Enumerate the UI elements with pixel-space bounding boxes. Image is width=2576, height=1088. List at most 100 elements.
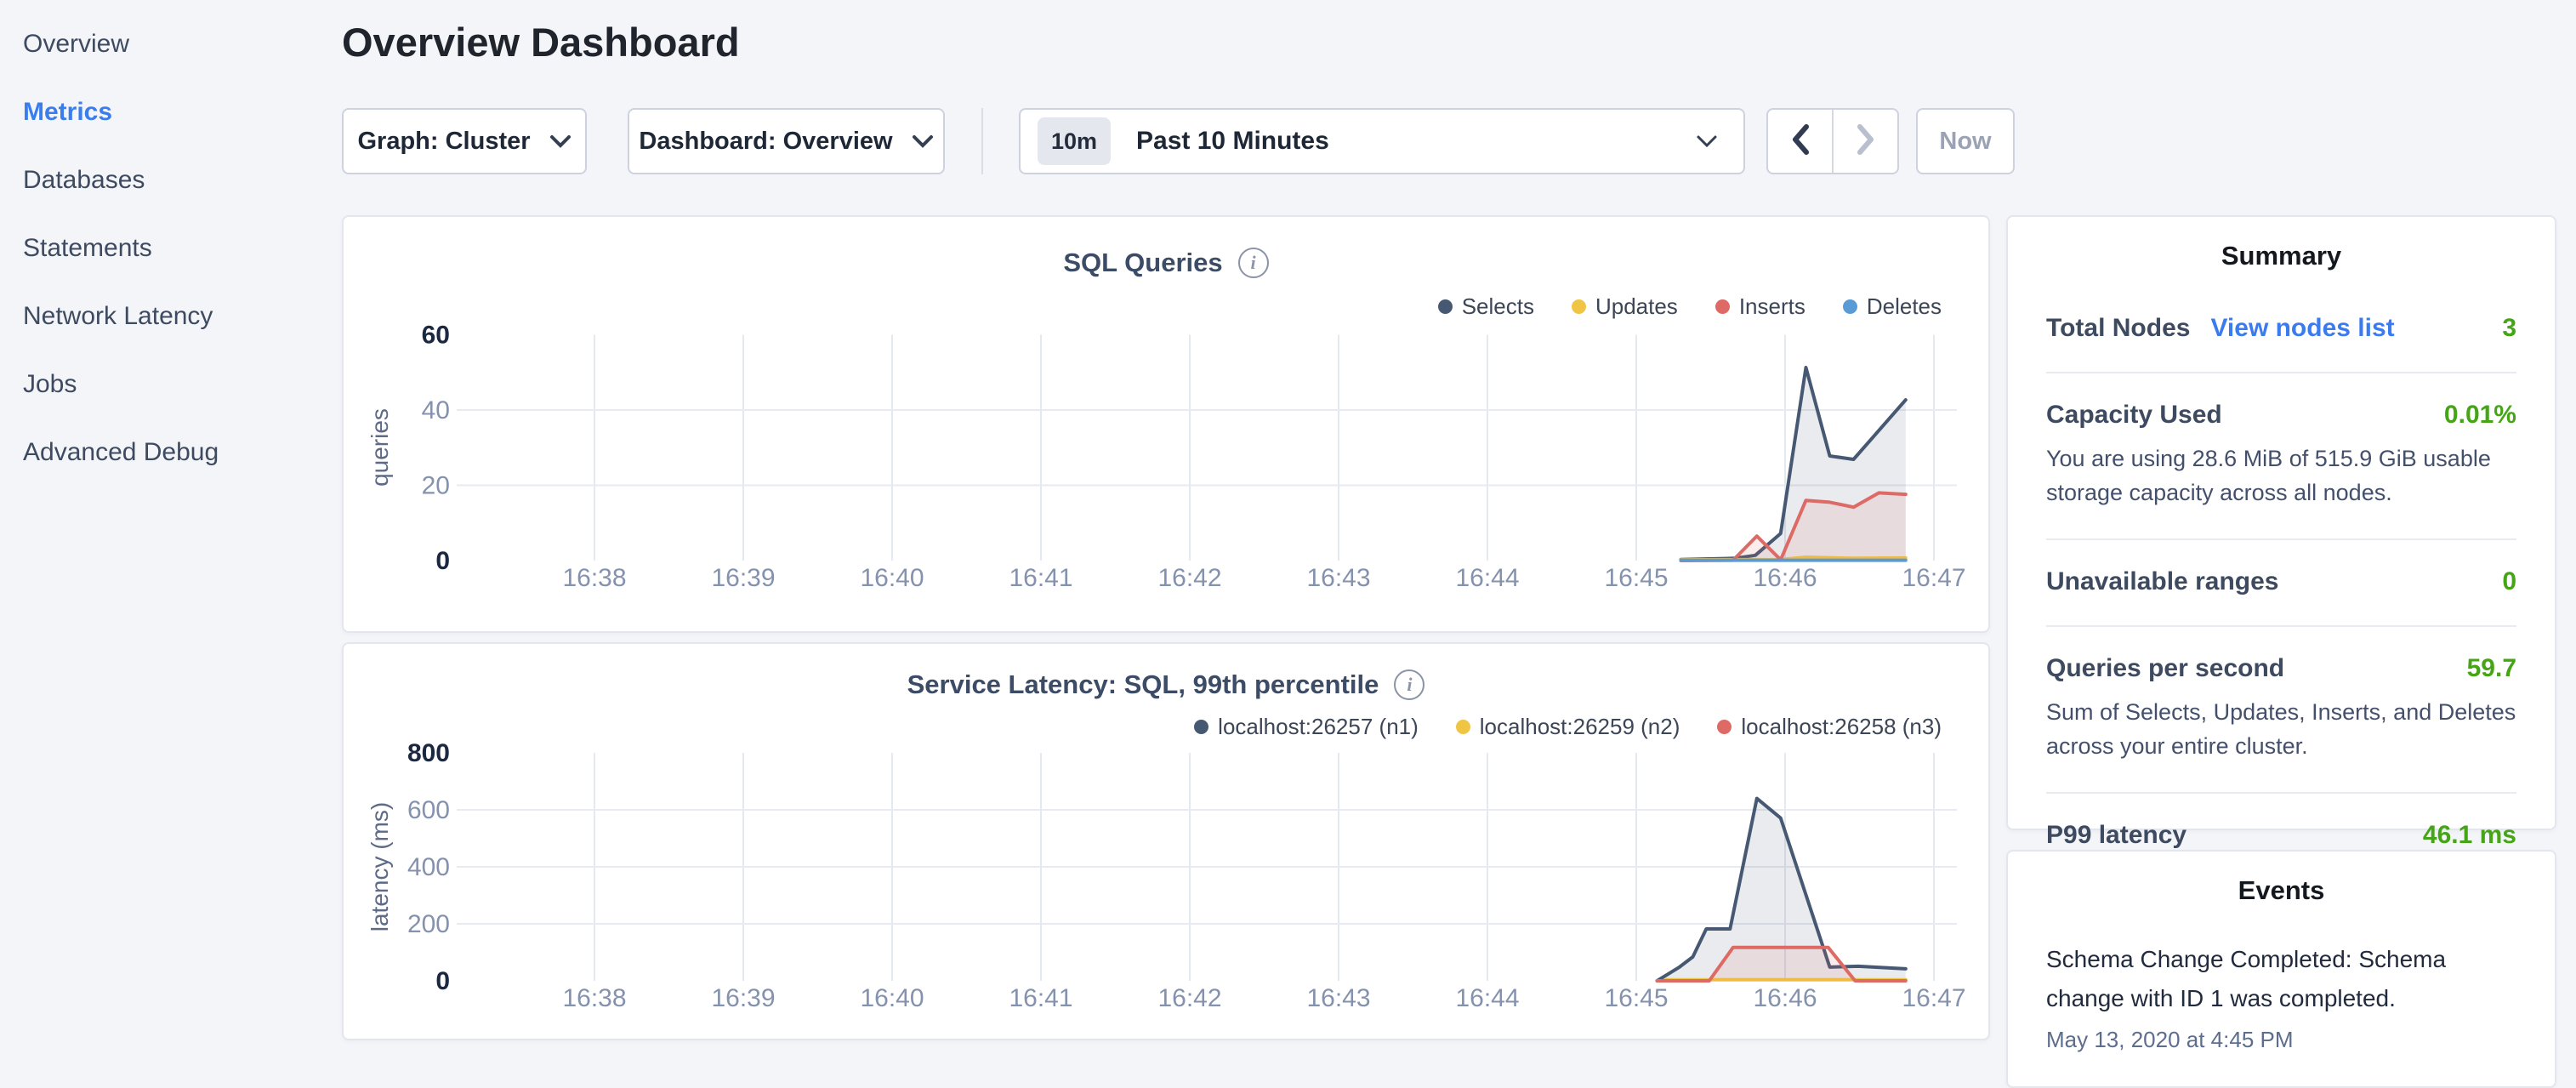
legend-dot-icon: [1717, 720, 1732, 734]
legend-dot-icon: [1438, 299, 1453, 314]
time-step-button-group: [1766, 108, 1899, 174]
sidebar-item-advanced-debug[interactable]: Advanced Debug: [0, 419, 340, 487]
chart-legend: Selects Updates Inserts Deletes: [1438, 293, 1942, 320]
y-tick-label: 60: [422, 322, 450, 350]
info-icon[interactable]: i: [1394, 669, 1424, 700]
summary-value: 46.1 ms: [2423, 821, 2516, 850]
x-tick-label: 16:47: [1902, 984, 1965, 1012]
legend-label: Selects: [1462, 293, 1534, 320]
view-nodes-list-link[interactable]: View nodes list: [2210, 314, 2394, 343]
y-axis-label: queries: [367, 408, 393, 487]
sidebar-item-metrics[interactable]: Metrics: [0, 78, 340, 146]
service-latency-chart-card: Service Latency: SQL, 99th percentile i …: [342, 642, 1990, 1040]
legend-item: Inserts: [1715, 293, 1805, 320]
summary-row-capacity-used: Capacity Used 0.01%: [2046, 401, 2516, 430]
y-tick-label: 600: [407, 796, 450, 824]
now-button-label: Now: [1939, 128, 1991, 156]
graph-scope-dropdown-label: Graph: Cluster: [357, 128, 530, 156]
sidebar-item-statements[interactable]: Statements: [0, 214, 340, 282]
summary-value: 0.01%: [2444, 401, 2516, 430]
summary-value: 0: [2502, 567, 2516, 596]
time-range-selector[interactable]: 10m Past 10 Minutes: [1019, 108, 1745, 174]
events-panel-title: Events: [2008, 852, 2555, 906]
dashboard-dropdown-label: Dashboard: Overview: [639, 128, 892, 156]
x-tick-label: 16:40: [860, 564, 924, 592]
legend-item: localhost:26259 (n2): [1456, 714, 1680, 740]
now-button[interactable]: Now: [1916, 108, 2015, 174]
divider: [2046, 372, 2516, 373]
summary-panel-title: Summary: [2008, 217, 2555, 271]
time-range-badge: 10m: [1038, 117, 1111, 165]
chart-title-row: Service Latency: SQL, 99th percentile i: [344, 669, 1988, 700]
legend-item: localhost:26258 (n3): [1717, 714, 1942, 740]
y-tick-label: 800: [407, 739, 450, 767]
y-tick-label: 200: [407, 910, 450, 938]
x-tick-label: 16:46: [1753, 984, 1817, 1012]
x-tick-label: 16:42: [1157, 564, 1221, 592]
x-tick-label: 16:43: [1306, 984, 1370, 1012]
legend-item: Updates: [1572, 293, 1678, 320]
summary-label: Unavailable ranges: [2046, 567, 2278, 596]
legend-dot-icon: [1194, 720, 1208, 734]
event-timestamp: May 13, 2020 at 4:45 PM: [2046, 1027, 2516, 1053]
legend-label: Updates: [1595, 293, 1678, 320]
legend-label: Deletes: [1867, 293, 1942, 320]
sidebar-item-databases[interactable]: Databases: [0, 146, 340, 214]
y-tick-label: 0: [435, 967, 450, 995]
summary-panel: Summary Total Nodes View nodes list 3 Ca…: [2006, 215, 2556, 830]
summary-label: Total Nodes: [2046, 314, 2190, 343]
time-step-back-button[interactable]: [1768, 110, 1834, 173]
x-tick-label: 16:45: [1604, 984, 1668, 1012]
y-tick-label: 20: [422, 472, 450, 500]
y-axis-label: latency (ms): [367, 802, 393, 931]
legend-item: Selects: [1438, 293, 1534, 320]
x-tick-label: 16:41: [1009, 564, 1072, 592]
events-panel: Events Schema Change Completed: Schema c…: [2006, 850, 2556, 1088]
x-tick-label: 16:39: [711, 984, 775, 1012]
summary-label: Capacity Used: [2046, 401, 2222, 430]
chevron-down-icon: [1696, 134, 1718, 149]
y-tick-label: 40: [422, 396, 450, 424]
sidebar-item-overview[interactable]: Overview: [0, 10, 340, 78]
legend-item: localhost:26257 (n1): [1194, 714, 1419, 740]
dashboard-dropdown[interactable]: Dashboard: Overview: [628, 108, 945, 174]
sidebar-item-jobs[interactable]: Jobs: [0, 350, 340, 419]
graph-scope-dropdown[interactable]: Graph: Cluster: [342, 108, 587, 174]
summary-label: Queries per second: [2046, 654, 2284, 683]
x-tick-label: 16:47: [1902, 564, 1965, 592]
x-tick-label: 16:42: [1157, 984, 1221, 1012]
legend-dot-icon: [1572, 299, 1586, 314]
chart-title: Service Latency: SQL, 99th percentile: [907, 669, 1379, 700]
summary-label: P99 latency: [2046, 821, 2186, 850]
chevron-down-icon: [549, 134, 571, 149]
divider: [2046, 792, 2516, 794]
legend-dot-icon: [1715, 299, 1730, 314]
time-step-forward-button[interactable]: [1834, 110, 1897, 173]
y-tick-label: 0: [435, 547, 450, 575]
x-tick-label: 16:44: [1455, 984, 1519, 1012]
summary-panel-body: Total Nodes View nodes list 3 Capacity U…: [2008, 314, 2555, 850]
legend-label: localhost:26258 (n3): [1741, 714, 1942, 740]
sidebar-item-network-latency[interactable]: Network Latency: [0, 282, 340, 350]
x-tick-label: 16:38: [562, 564, 626, 592]
chevron-down-icon: [912, 134, 934, 149]
chevron-right-icon: [1853, 122, 1879, 162]
events-panel-body: Schema Change Completed: Schema change w…: [2008, 940, 2555, 1053]
time-range-label: Past 10 Minutes: [1136, 127, 1329, 156]
legend-label: Inserts: [1739, 293, 1805, 320]
controls-divider: [981, 108, 983, 174]
summary-value: 59.7: [2467, 654, 2516, 683]
legend-label: localhost:26259 (n2): [1480, 714, 1680, 740]
divider: [2046, 538, 2516, 540]
x-tick-label: 16:39: [711, 564, 775, 592]
chevron-left-icon: [1788, 122, 1813, 162]
legend-dot-icon: [1456, 720, 1470, 734]
x-tick-label: 16:41: [1009, 984, 1072, 1012]
overview-dashboard-page: { "sidebar": { "items": [ { "label": "Ov…: [0, 0, 2576, 1051]
event-message: Schema Change Completed: Schema change w…: [2046, 940, 2516, 1018]
info-icon[interactable]: i: [1238, 248, 1269, 278]
sidebar-nav-list: Overview Metrics Databases Statements Ne…: [0, 0, 340, 487]
